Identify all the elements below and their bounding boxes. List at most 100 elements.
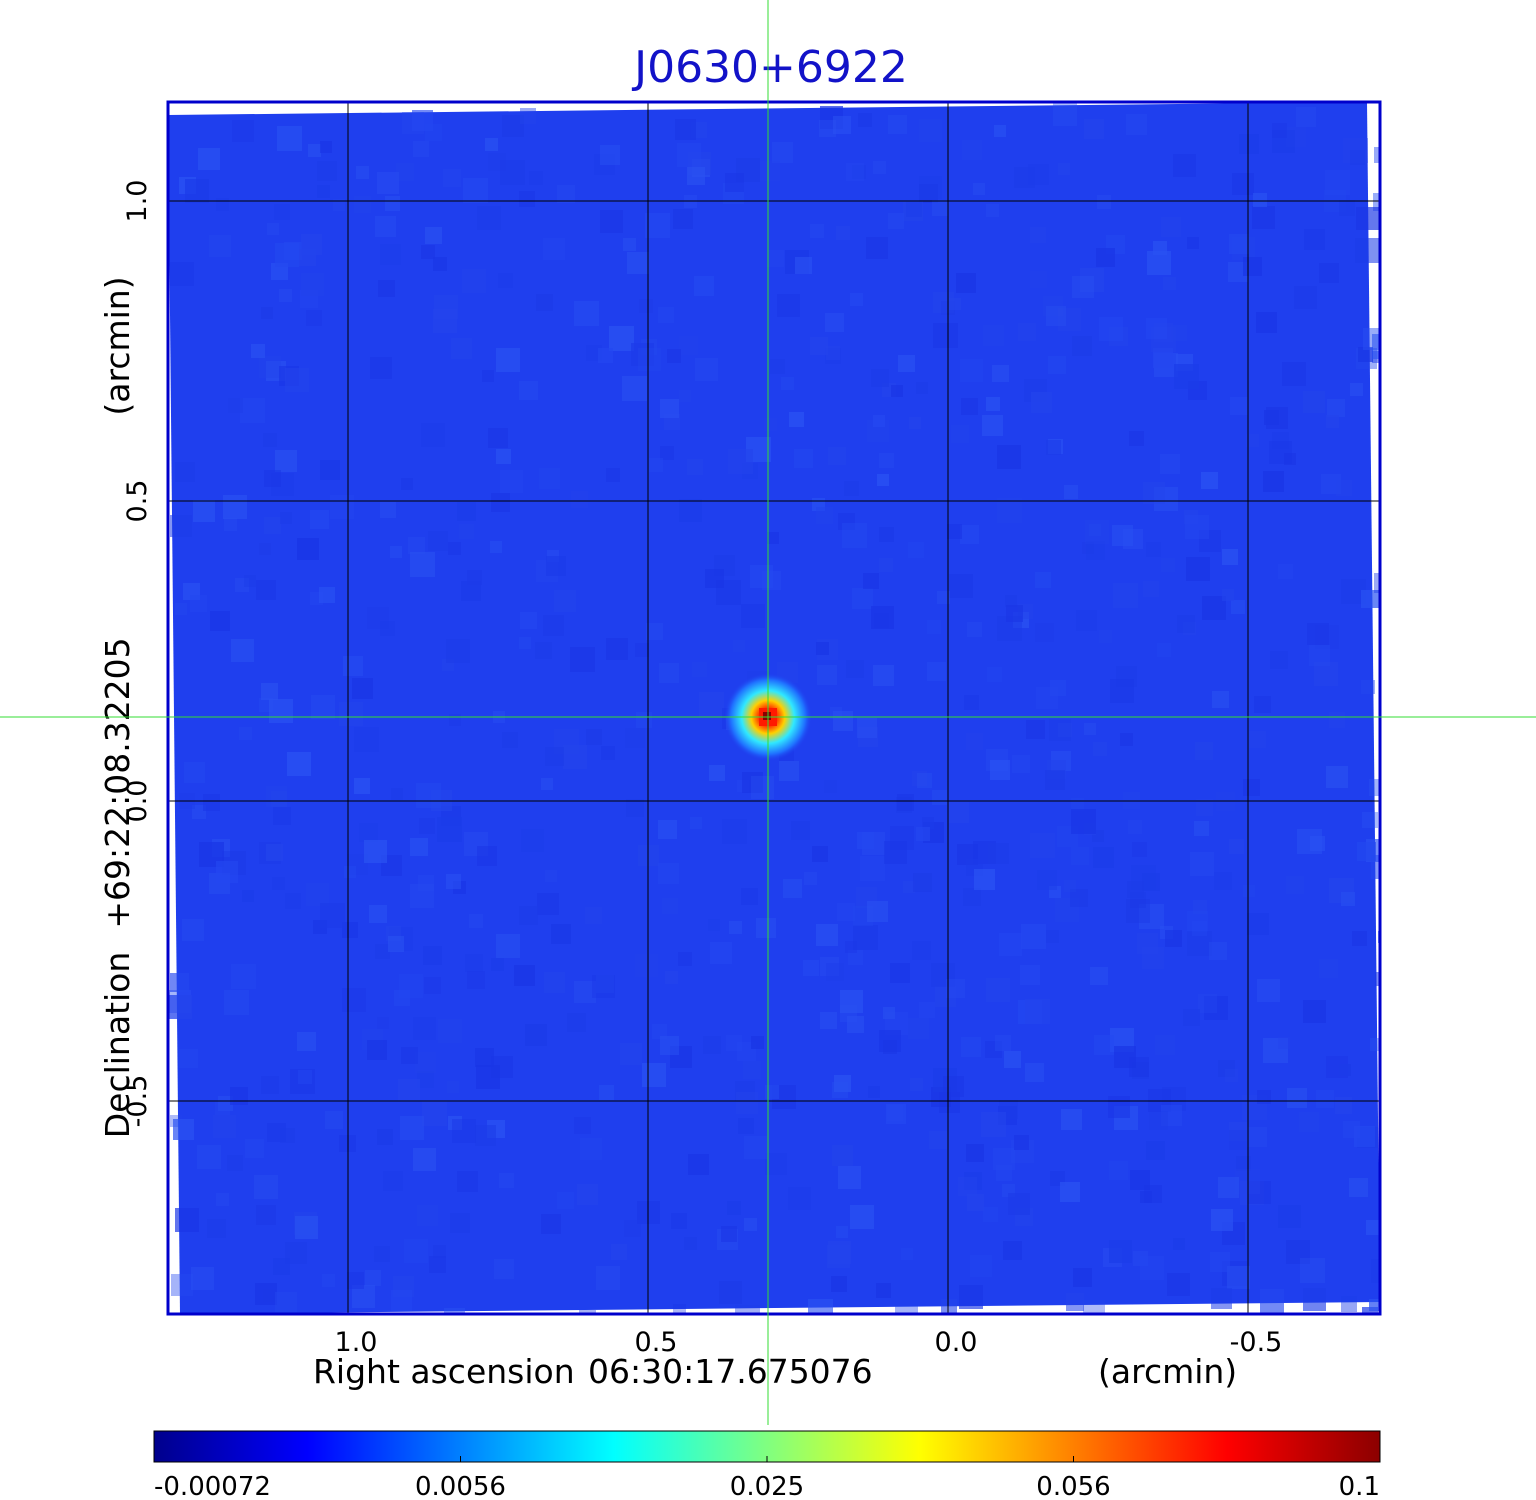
noise-pixel bbox=[649, 458, 663, 472]
noise-pixel bbox=[197, 1145, 221, 1169]
noise-pixel bbox=[1086, 541, 1105, 560]
noise-pixel bbox=[873, 665, 894, 686]
noise-pixel bbox=[422, 1101, 447, 1126]
noise-pixel bbox=[541, 778, 553, 790]
noise-pixel bbox=[1049, 719, 1071, 741]
noise-pixel bbox=[1183, 622, 1196, 635]
noise-pixel bbox=[275, 1292, 297, 1314]
noise-pixel bbox=[1211, 1288, 1232, 1309]
noise-pixel bbox=[1195, 742, 1213, 760]
noise-pixel bbox=[356, 166, 369, 179]
noise-pixel bbox=[623, 238, 636, 251]
noise-pixel bbox=[370, 357, 392, 379]
noise-pixel bbox=[688, 1154, 709, 1175]
noise-pixel bbox=[817, 665, 837, 685]
noise-pixel bbox=[1025, 999, 1050, 1024]
noise-pixel bbox=[1165, 930, 1182, 947]
noise-pixel bbox=[1097, 195, 1111, 209]
noise-pixel bbox=[847, 1016, 864, 1033]
noise-pixel bbox=[275, 450, 297, 472]
noise-pixel bbox=[937, 591, 950, 604]
noise-pixel bbox=[1064, 485, 1078, 499]
noise-pixel bbox=[1099, 317, 1123, 341]
noise-pixel bbox=[1362, 812, 1378, 828]
noise-pixel bbox=[866, 237, 888, 259]
noise-pixel bbox=[1146, 1141, 1165, 1160]
noise-pixel bbox=[452, 1119, 476, 1143]
noise-pixel bbox=[627, 252, 649, 274]
noise-pixel bbox=[1084, 119, 1104, 139]
noise-pixel bbox=[765, 1085, 779, 1099]
noise-pixel bbox=[909, 417, 921, 429]
noise-pixel bbox=[520, 108, 536, 124]
noise-pixel bbox=[1128, 820, 1142, 834]
noise-pixel bbox=[635, 954, 658, 977]
noise-pixel bbox=[385, 196, 400, 211]
noise-pixel bbox=[514, 965, 535, 986]
noise-pixel bbox=[310, 510, 329, 529]
noise-pixel bbox=[496, 449, 511, 464]
noise-pixel bbox=[927, 662, 946, 681]
noise-pixel bbox=[261, 1076, 279, 1094]
noise-pixel bbox=[777, 294, 800, 317]
noise-pixel bbox=[1350, 150, 1365, 165]
noise-pixel bbox=[1058, 163, 1070, 175]
noise-pixel bbox=[639, 299, 653, 313]
noise-pixel bbox=[1229, 234, 1249, 254]
noise-pixel bbox=[963, 888, 981, 906]
noise-pixel bbox=[1374, 573, 1380, 593]
noise-pixel bbox=[1239, 134, 1259, 154]
noise-pixel bbox=[845, 941, 857, 953]
crosshair bbox=[0, 0, 1536, 1425]
noise-pixel bbox=[888, 115, 907, 134]
noise-pixel bbox=[824, 780, 837, 793]
noise-pixel bbox=[488, 428, 508, 448]
noise-pixel bbox=[1173, 1238, 1185, 1250]
noise-pixel bbox=[708, 919, 720, 931]
noise-pixel bbox=[1230, 397, 1248, 415]
noise-pixel bbox=[1060, 1182, 1080, 1202]
noise-pixel bbox=[598, 348, 613, 363]
noise-pixel bbox=[1140, 1256, 1164, 1280]
noise-pixel bbox=[1257, 979, 1280, 1002]
noise-pixel bbox=[916, 827, 930, 841]
noise-pixel bbox=[280, 1128, 295, 1143]
noise-pixel bbox=[840, 990, 863, 1013]
noise-pixel bbox=[1300, 1258, 1325, 1283]
noise-pixel bbox=[1248, 1181, 1271, 1204]
noise-pixel bbox=[687, 167, 705, 185]
noise-pixel bbox=[1201, 472, 1218, 489]
noise-pixel bbox=[290, 1069, 315, 1094]
noise-pixel bbox=[966, 1144, 984, 1162]
noise-pixel bbox=[1354, 1126, 1375, 1147]
noise-pixel bbox=[1263, 471, 1284, 492]
noise-pixel bbox=[772, 142, 793, 163]
noise-pixel bbox=[727, 1201, 741, 1215]
noise-pixel bbox=[810, 337, 828, 355]
x-tick-label: 0.0 bbox=[935, 1327, 978, 1358]
noise-pixel bbox=[721, 1226, 737, 1242]
noise-pixel bbox=[1355, 238, 1380, 263]
noise-pixel bbox=[804, 872, 817, 885]
noise-pixel bbox=[1055, 898, 1079, 922]
noise-pixel bbox=[879, 453, 894, 468]
noise-pixel bbox=[671, 1213, 687, 1229]
noise-pixel bbox=[760, 161, 780, 181]
noise-pixel bbox=[1218, 1060, 1235, 1077]
colorbar-tick-label: -0.00072 bbox=[154, 1472, 271, 1500]
noise-pixel bbox=[401, 1047, 418, 1064]
noise-pixel bbox=[999, 933, 1022, 956]
noise-pixel bbox=[993, 1148, 1015, 1170]
noise-pixel bbox=[883, 1040, 897, 1054]
noise-pixel bbox=[491, 493, 510, 512]
noise-pixel bbox=[1012, 755, 1030, 773]
noise-pixel bbox=[1309, 645, 1330, 666]
noise-pixel bbox=[377, 172, 399, 194]
noise-pixel bbox=[1153, 241, 1167, 255]
noise-pixel bbox=[1045, 770, 1065, 790]
noise-pixel bbox=[1046, 930, 1059, 943]
noise-pixel bbox=[781, 377, 794, 390]
noise-pixel bbox=[596, 1266, 620, 1290]
noise-pixel bbox=[539, 468, 560, 489]
noise-pixel bbox=[1375, 972, 1380, 986]
